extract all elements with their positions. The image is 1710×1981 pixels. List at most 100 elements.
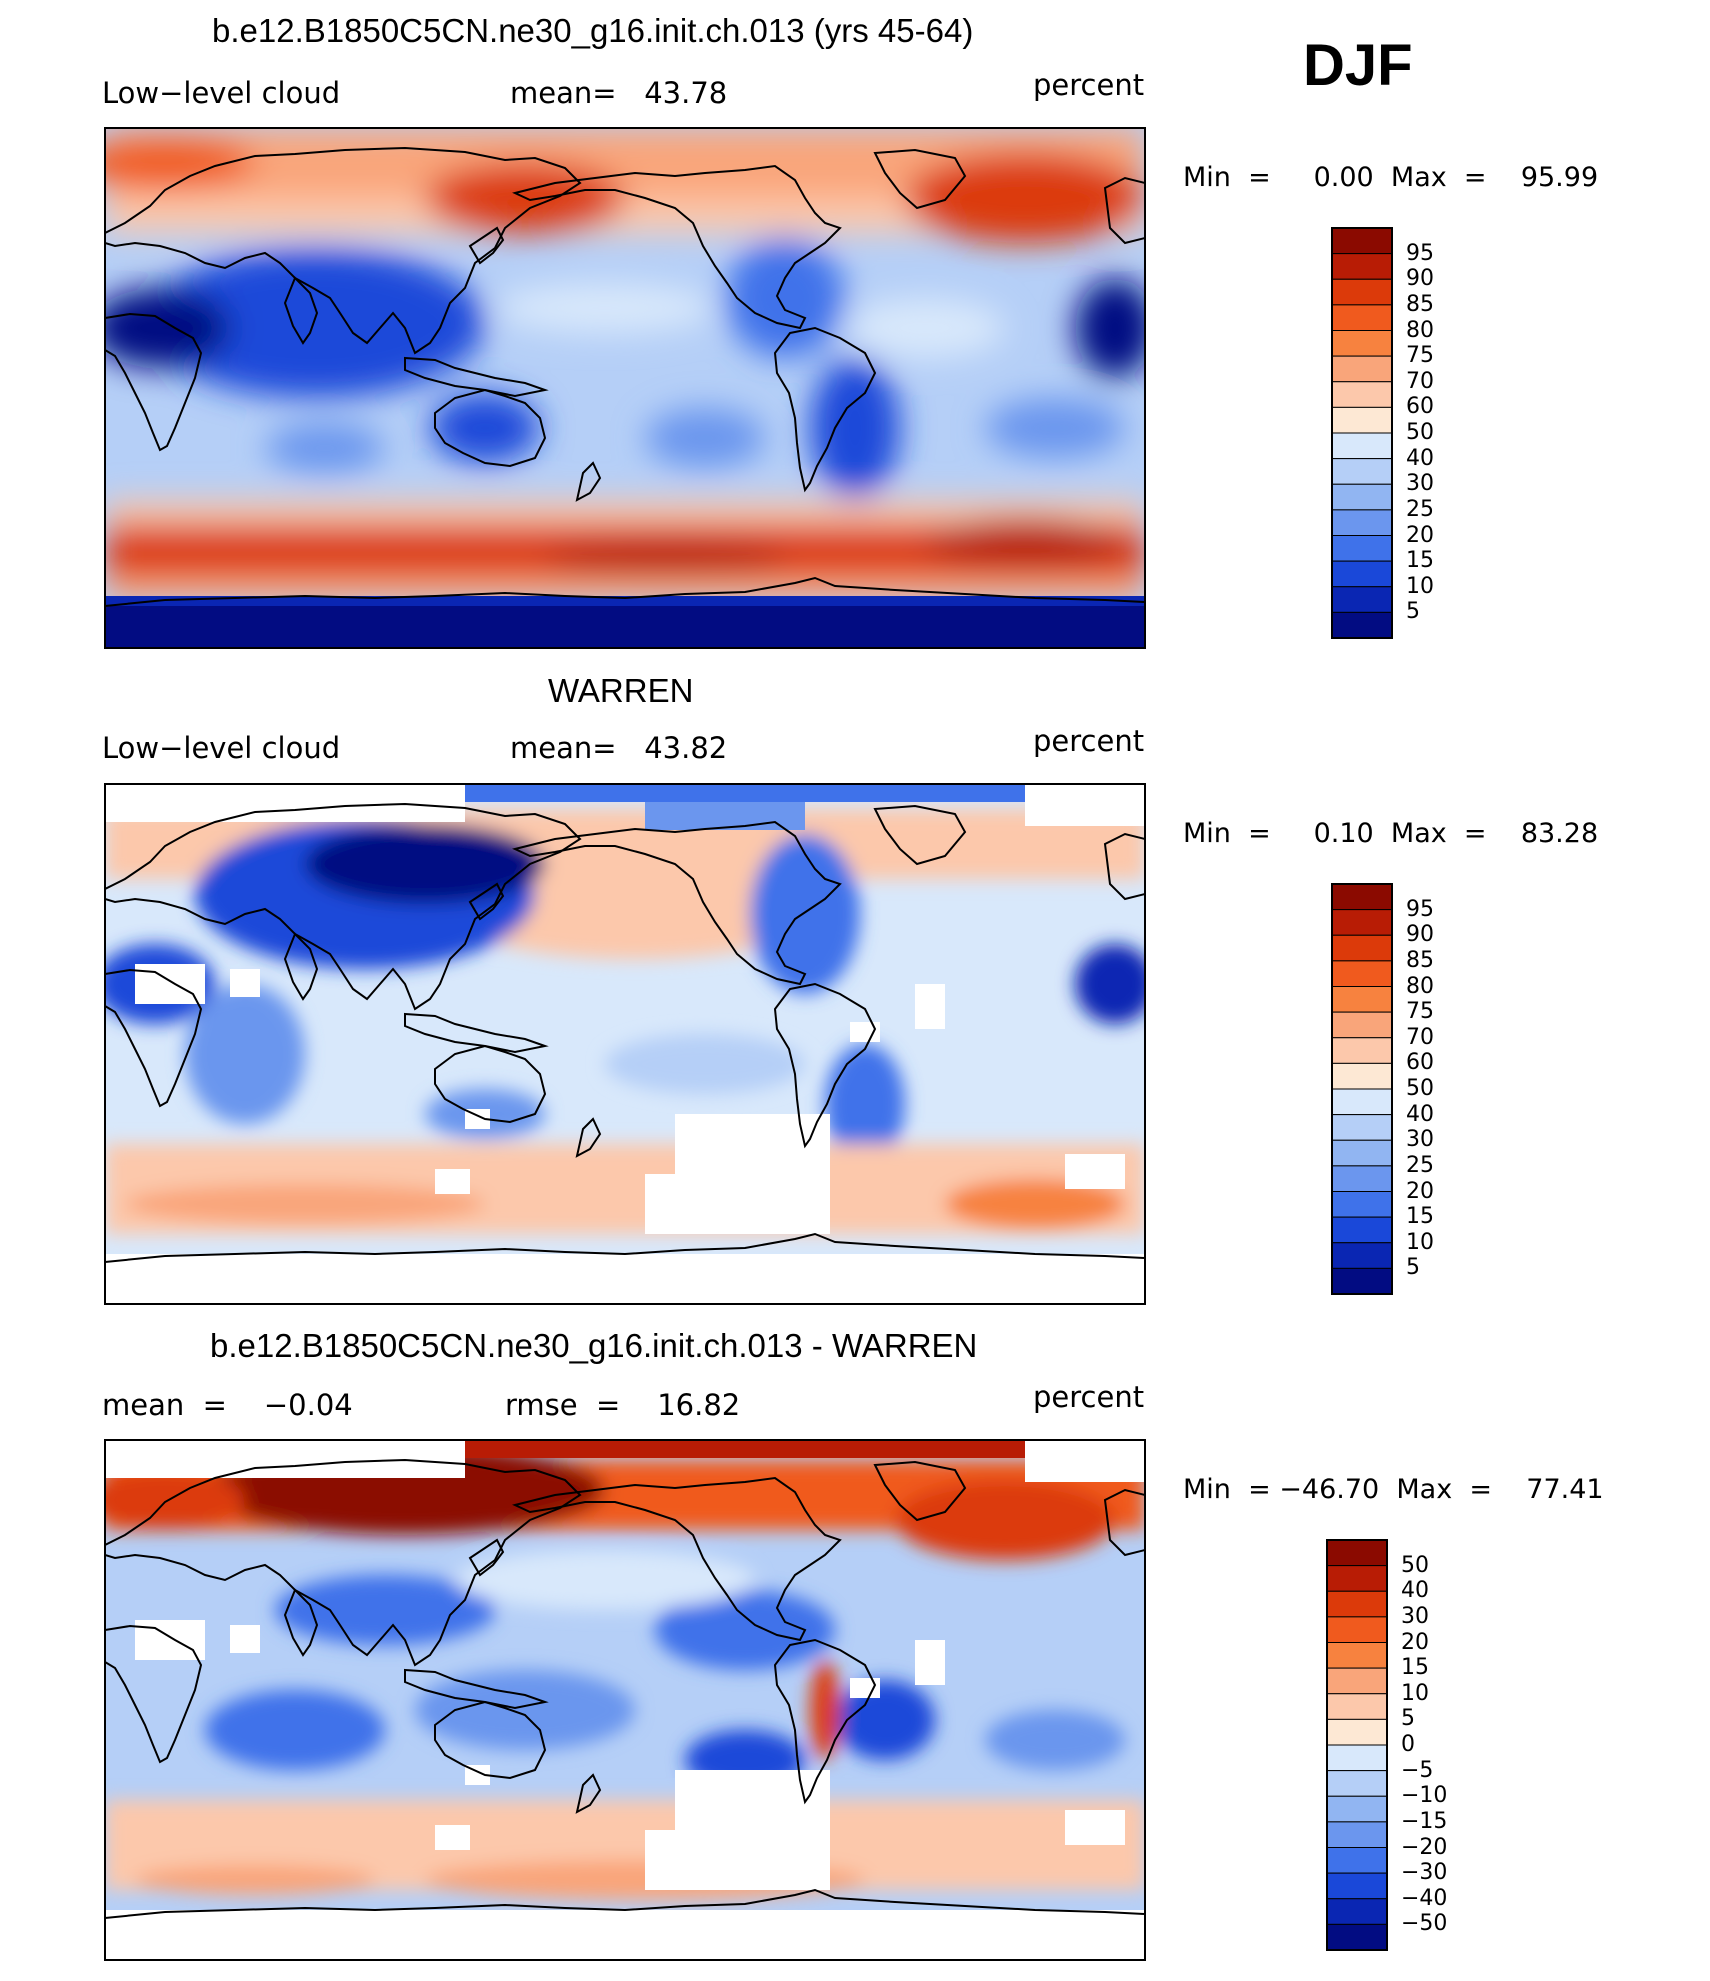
colorbar-1-tick-label: 95	[1406, 240, 1434, 266]
colorbar-3-swatch	[1326, 1923, 1388, 1951]
colorbar-2-tick-label: 25	[1406, 1152, 1434, 1178]
colorbar-3-tick-label: 15	[1401, 1655, 1429, 1681]
colorbar-2-swatch	[1331, 934, 1393, 962]
colorbar-3-tick-label: −20	[1401, 1834, 1448, 1860]
panel-1-map	[104, 127, 1146, 649]
colorbar-1-swatch	[1331, 381, 1393, 408]
colorbar-3-tick-label: −40	[1401, 1885, 1448, 1911]
colorbar-1-tick-label: 20	[1406, 522, 1434, 548]
colorbar-2-tick-label: 15	[1406, 1204, 1434, 1230]
colorbar-2-swatch	[1331, 1191, 1393, 1218]
colorbar-2-tick-label: 60	[1406, 1050, 1434, 1076]
panel-2-variable-label: Low−level cloud	[102, 731, 341, 765]
colorbar-3-tick-label: 30	[1401, 1603, 1429, 1629]
colorbar-1-swatch	[1331, 458, 1393, 485]
colorbar-2-tick-label: 75	[1406, 999, 1434, 1025]
colorbar-2-tick-label: 30	[1406, 1127, 1434, 1153]
colorbar-2-tick-label: 85	[1406, 947, 1434, 973]
colorbar-1-swatch	[1331, 227, 1393, 255]
colorbar-2-swatch	[1331, 1088, 1393, 1116]
colorbar-3-swatch	[1326, 1590, 1388, 1618]
panel-1-units-label: percent	[1033, 68, 1145, 102]
colorbar-1-swatch	[1331, 330, 1393, 357]
colorbar-1-tick-label: 75	[1406, 343, 1434, 369]
colorbar-2-swatch	[1331, 1267, 1393, 1295]
colorbar-2-swatch	[1331, 1062, 1393, 1090]
colorbar-1-tick-label: 40	[1406, 445, 1434, 471]
colorbar-3-swatch	[1326, 1718, 1388, 1746]
colorbar-1-tick-label: 30	[1406, 471, 1434, 497]
colorbar-2-frame	[1331, 883, 1393, 1295]
colorbar-1-tick-label: 80	[1406, 317, 1434, 343]
panel-3-units-label: percent	[1033, 1380, 1145, 1414]
colorbar-1-tick-label: 25	[1406, 496, 1434, 522]
colorbar-3-tick-label: −30	[1401, 1860, 1448, 1886]
colorbar-2-tick-label: 80	[1406, 973, 1434, 999]
colorbar-2-swatch	[1331, 1037, 1393, 1064]
colorbar-3-tick-label: 0	[1401, 1732, 1415, 1757]
colorbar-2-tick-label: 90	[1406, 922, 1434, 948]
colorbar-1-tick-label: 5	[1406, 599, 1420, 625]
colorbar-2-swatch	[1331, 1011, 1393, 1039]
colorbar-3-swatch	[1326, 1539, 1388, 1567]
colorbar-2-swatch	[1331, 960, 1393, 987]
panel-2-minmax: Min = 0.10 Max = 83.28	[1183, 818, 1599, 849]
colorbar-1-swatch	[1331, 432, 1393, 460]
colorbar-1	[1331, 227, 1393, 639]
colorbar-2-tick-label: 5	[1406, 1255, 1420, 1281]
colorbar-1-swatch	[1331, 304, 1393, 331]
panel-3-mean-label: mean = −0.04	[102, 1388, 353, 1422]
colorbar-1-tick-label: 10	[1406, 573, 1434, 599]
panel-2-map	[104, 783, 1146, 1305]
colorbar-3-swatch	[1326, 1693, 1388, 1720]
colorbar-1-swatch	[1331, 535, 1393, 562]
colorbar-2-swatch	[1331, 883, 1393, 911]
colorbar-1-swatch	[1331, 611, 1393, 639]
colorbar-3-swatch	[1326, 1770, 1388, 1797]
colorbar-3-frame	[1326, 1539, 1388, 1951]
colorbar-1-tick-label: 15	[1406, 548, 1434, 574]
colorbar-2-tick-label: 40	[1406, 1101, 1434, 1127]
colorbar-2-swatch	[1331, 909, 1393, 936]
colorbar-3-tick-label: 10	[1401, 1680, 1429, 1706]
colorbar-3-swatch	[1326, 1821, 1388, 1848]
panel-3-map	[104, 1439, 1146, 1961]
colorbar-2-swatch	[1331, 1165, 1393, 1192]
colorbar-3-tick-label: −10	[1401, 1783, 1448, 1809]
colorbar-2-tick-label: 70	[1406, 1024, 1434, 1050]
colorbar-2-swatch	[1331, 1216, 1393, 1244]
colorbar-3-tick-label: −50	[1401, 1911, 1448, 1937]
colorbar-2-swatch	[1331, 1139, 1393, 1167]
colorbar-3-swatch	[1326, 1795, 1388, 1823]
colorbar-3-tick-label: −15	[1401, 1808, 1448, 1834]
colorbar-3-swatch	[1326, 1872, 1388, 1900]
colorbar-3-tick-label: 5	[1401, 1706, 1415, 1732]
colorbar-1-swatch	[1331, 406, 1393, 434]
colorbar-1-tick-label: 50	[1406, 420, 1434, 445]
colorbar-1-tick-label: 90	[1406, 266, 1434, 292]
panel-1-mean-label: mean= 43.78	[510, 76, 728, 110]
colorbar-1-frame	[1331, 227, 1393, 639]
colorbar-1-swatch	[1331, 483, 1393, 511]
colorbar-1-swatch	[1331, 509, 1393, 536]
colorbar-2-swatch	[1331, 986, 1393, 1013]
colorbar-1-tick-label: 85	[1406, 291, 1434, 317]
colorbar-3-swatch	[1326, 1667, 1388, 1695]
panel-3-minmax: Min = −46.70 Max = 77.41	[1183, 1474, 1604, 1505]
colorbar-2-tick-label: 50	[1406, 1076, 1434, 1101]
panel-2-title: WARREN	[548, 672, 694, 709]
colorbar-2	[1331, 883, 1393, 1295]
colorbar-3-swatch	[1326, 1565, 1388, 1592]
panel-2-units-label: percent	[1033, 724, 1145, 758]
colorbar-3-tick-label: 20	[1401, 1629, 1429, 1655]
colorbar-1-tick-label: 60	[1406, 394, 1434, 420]
colorbar-1-tick-label: 70	[1406, 368, 1434, 394]
colorbar-3-tick-label: −5	[1401, 1757, 1434, 1783]
colorbar-3-tick-label: 50	[1401, 1552, 1429, 1578]
colorbar-3-swatch	[1326, 1616, 1388, 1643]
panel-3-rmse-label: rmse = 16.82	[505, 1388, 741, 1422]
colorbar-3-swatch	[1326, 1642, 1388, 1669]
colorbar-1-swatch	[1331, 586, 1393, 613]
colorbar-3-swatch	[1326, 1744, 1388, 1772]
